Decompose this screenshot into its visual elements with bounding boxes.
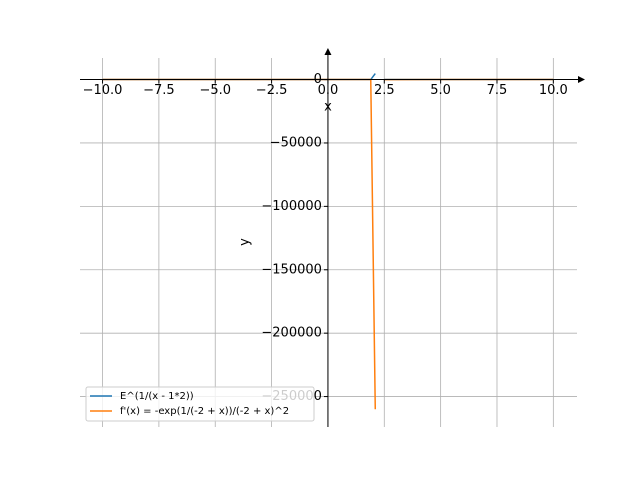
x-tick-label: 10.0	[539, 83, 568, 98]
x-tick-label: 2.5	[374, 83, 395, 98]
y-tick-label: −50000	[270, 135, 322, 150]
y-tick-label: −200000	[261, 326, 322, 341]
x-tick-label: −10.0	[83, 83, 123, 98]
x-tick-label: 5.0	[430, 83, 451, 98]
legend-label: E^(1/(x - 1*2))	[120, 391, 194, 402]
y-axis-label: y	[238, 238, 253, 246]
legend-box	[85, 386, 315, 422]
x-axis-arrow	[578, 76, 585, 84]
y-tick-label: −100000	[261, 199, 322, 214]
x-tick-label: 7.5	[487, 83, 508, 98]
x-axis-label: x	[324, 100, 332, 115]
x-tick-label: −2.5	[256, 83, 288, 98]
x-tick-label: −7.5	[143, 83, 175, 98]
y-axis-arrow	[324, 48, 332, 55]
y-tick-label: −150000	[261, 262, 322, 277]
legend-label: f'(x) = -exp(1/(-2 + x))/(-2 + x)^2	[120, 406, 289, 417]
x-tick-label: −5.0	[199, 83, 231, 98]
axes: −10.0 −7.5 −5.0 −2.5 0.0 2.5 5.0 7.5 10.00−50000…	[80, 48, 585, 427]
legend: E^(1/(x - 1*2)) f'(x) = -exp(1/(-2 + x))/…	[85, 386, 315, 422]
